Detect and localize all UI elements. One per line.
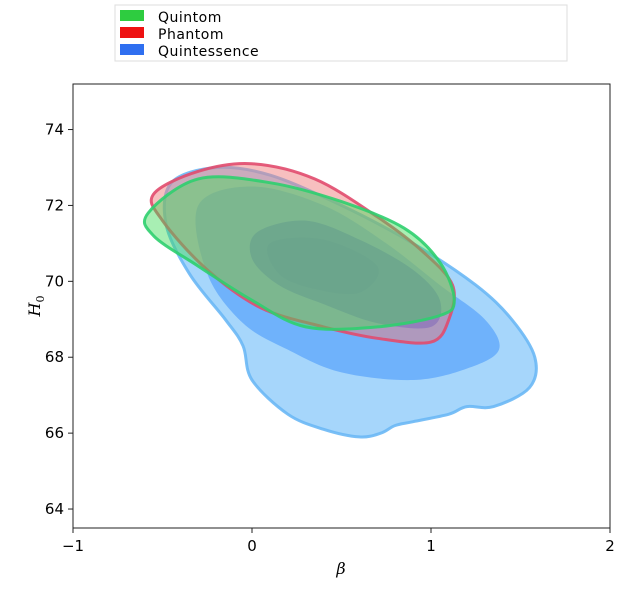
x-tick-label: 2 — [605, 537, 615, 555]
plot-frame — [72, 83, 611, 529]
y-tick-label: 64 — [45, 500, 64, 518]
y-tick-label: 72 — [45, 196, 64, 214]
y-axis-title-subscript: 0 — [34, 296, 47, 303]
y-axis-title: H0 — [25, 296, 47, 318]
contour-quintom-outer — [142, 175, 456, 331]
x-tick-label: −1 — [62, 537, 84, 555]
y-tick-label: 74 — [45, 121, 64, 139]
legend-swatch-quintessence — [120, 44, 144, 55]
y-axis-title-main: H — [25, 301, 44, 317]
y-tick-label: 70 — [45, 272, 64, 290]
x-axis-title: β — [335, 559, 345, 578]
x-tick-label: 1 — [426, 537, 436, 555]
legend-frame — [114, 4, 568, 62]
axis-ticks: −1 0 1 2 64 66 68 70 72 74 — [45, 121, 615, 555]
legend-label-phantom: Phantom — [158, 27, 224, 43]
contour-layers — [142, 161, 538, 439]
legend-label-quintom: Quintom — [158, 10, 222, 26]
y-tick-label: 66 — [45, 424, 64, 442]
legend-label-quintessence: Quintessence — [158, 44, 259, 60]
legend-swatch-quintom — [120, 10, 144, 21]
legend-swatch-phantom — [120, 27, 144, 38]
legend: Quintom Phantom Quintessence — [114, 4, 568, 62]
x-tick-label: 0 — [247, 537, 257, 555]
y-tick-label: 68 — [45, 348, 64, 366]
